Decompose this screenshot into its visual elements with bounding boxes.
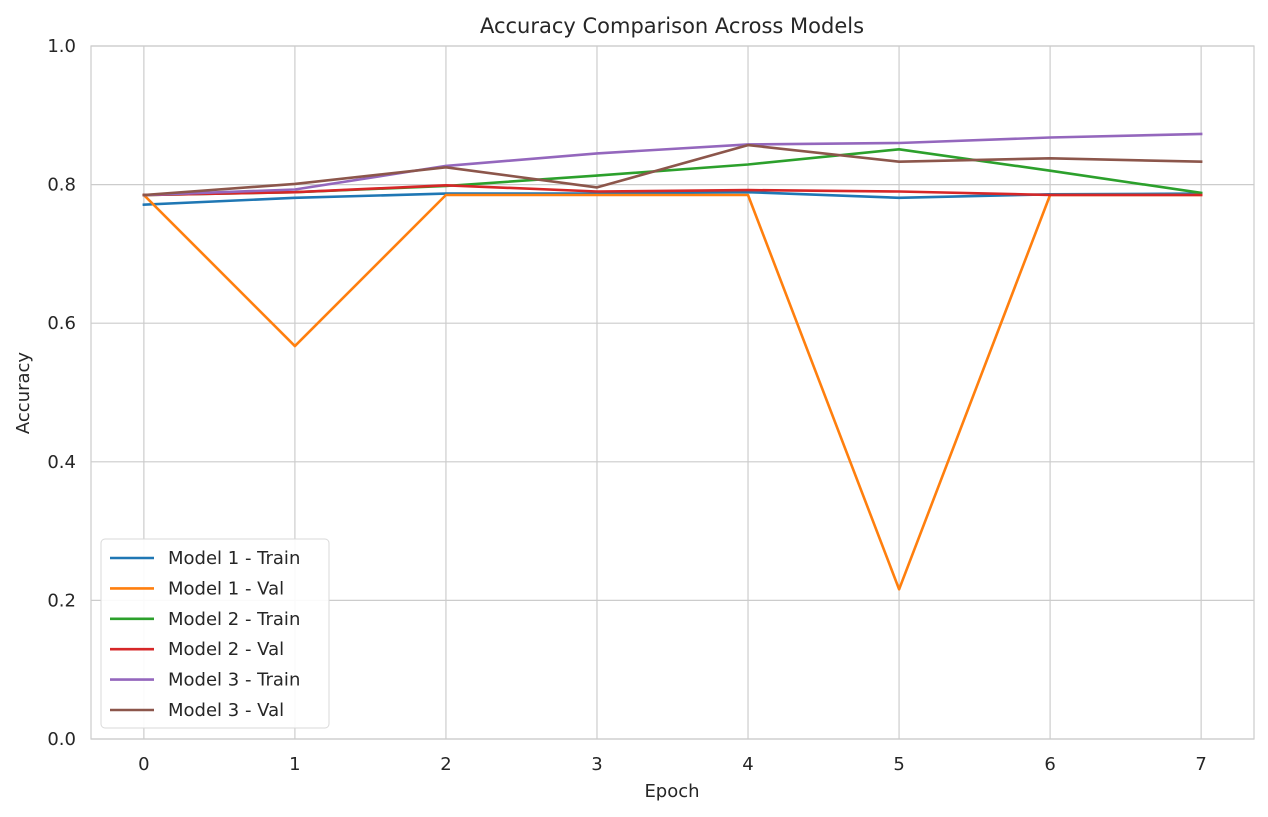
y-tick-label: 0.8 <box>47 175 76 196</box>
series-line-model-3-train <box>142 132 1203 197</box>
y-tick-label: 0.0 <box>47 729 76 750</box>
legend-label: Model 1 - Val <box>168 578 284 599</box>
x-tick-label: 2 <box>440 754 451 775</box>
series-line-model-2-val <box>142 184 1203 197</box>
x-axis-label: Epoch <box>644 781 699 802</box>
series-line-model-1-val <box>142 193 1203 591</box>
series-line-model-3-val <box>142 143 1203 197</box>
y-tick-labels: 0.0 0.2 0.4 0.6 0.8 1.0 <box>47 36 76 750</box>
plot-frame <box>90 45 1255 740</box>
chart-title: Accuracy Comparison Across Models <box>480 14 864 38</box>
y-axis-label: Accuracy <box>13 352 34 435</box>
legend-box <box>100 538 330 729</box>
x-tick-label: 6 <box>1044 754 1055 775</box>
x-tick-labels: 0 1 2 3 4 5 6 7 <box>138 754 1207 775</box>
x-tick-label: 3 <box>591 754 602 775</box>
y-tick-label: 0.4 <box>47 452 76 473</box>
x-tick-label: 1 <box>289 754 300 775</box>
x-tick-label: 7 <box>1195 754 1206 775</box>
x-tick-label: 5 <box>893 754 904 775</box>
y-tick-label: 1.0 <box>47 36 76 57</box>
x-tick-label: 0 <box>138 754 149 775</box>
legend: Model 1 - Train Model 1 - Val Model 2 - Tr… <box>100 538 330 729</box>
legend-label: Model 1 - Train <box>168 548 300 569</box>
x-tick-label: 4 <box>742 754 753 775</box>
legend-label: Model 2 - Train <box>168 609 300 630</box>
legend-label: Model 2 - Val <box>168 639 284 660</box>
y-tick-label: 0.2 <box>47 590 76 611</box>
legend-label: Model 3 - Val <box>168 700 284 721</box>
legend-label: Model 3 - Train <box>168 670 300 691</box>
series-lines <box>142 132 1203 591</box>
y-tick-label: 0.6 <box>47 313 76 334</box>
